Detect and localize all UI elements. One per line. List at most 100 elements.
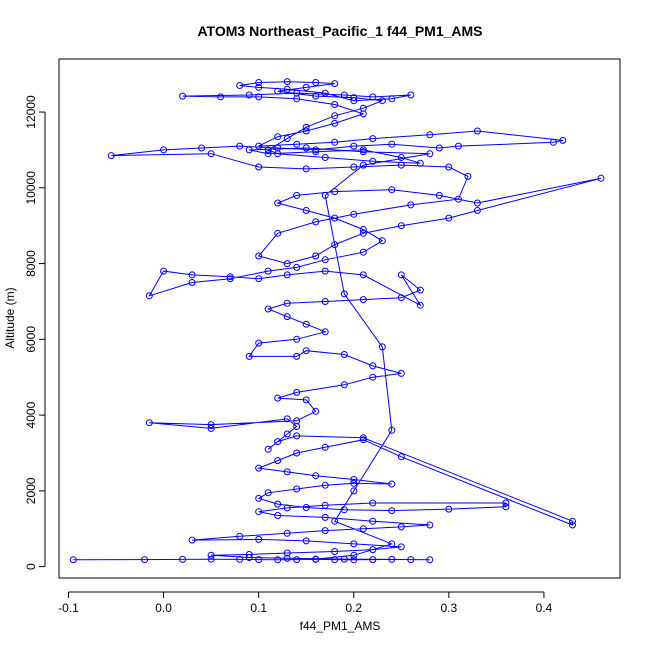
data-point	[350, 163, 358, 171]
data-point	[283, 504, 291, 512]
data-point	[321, 328, 329, 336]
data-point	[188, 279, 196, 286]
data-point	[331, 548, 339, 555]
data-point	[559, 136, 567, 144]
data-point	[321, 267, 329, 275]
series-line	[73, 81, 602, 561]
data-point	[245, 91, 253, 99]
data-point	[369, 556, 377, 564]
data-point	[274, 512, 282, 519]
data-point	[255, 79, 263, 86]
data-point	[388, 555, 396, 563]
data-point	[502, 503, 510, 511]
chart-title: ATOM3 Northeast_Pacific_1 f44_PM1_AMS	[197, 23, 482, 39]
data-point	[302, 396, 310, 404]
data-point	[293, 140, 301, 148]
data-point	[397, 523, 405, 531]
data-point	[283, 549, 291, 557]
data-point	[302, 537, 310, 545]
data-point	[274, 556, 282, 564]
y-tick-label: 8000	[24, 250, 38, 277]
y-axis: 0 2000 4000 6000 8000 10000 12000	[24, 95, 46, 570]
data-point	[350, 556, 358, 564]
data-point	[321, 89, 329, 97]
data-point	[188, 271, 196, 279]
data-point	[302, 127, 310, 135]
data-point	[283, 313, 291, 321]
data-point	[359, 229, 367, 237]
data-point	[245, 352, 253, 360]
data-point	[388, 95, 396, 103]
data-point	[407, 556, 415, 564]
data-point	[445, 214, 453, 222]
data-point	[369, 499, 377, 507]
y-tick-label: 6000	[24, 326, 38, 353]
data-point	[426, 556, 434, 564]
data-point	[397, 453, 405, 461]
data-point	[331, 101, 339, 108]
data-point	[331, 119, 339, 127]
data-point	[359, 525, 367, 533]
data-point	[426, 131, 434, 139]
data-point	[293, 352, 301, 360]
data-point	[369, 157, 377, 165]
data-point	[160, 146, 168, 154]
data-point	[369, 362, 377, 370]
data-point	[416, 159, 424, 167]
data-point	[350, 487, 358, 495]
data-point	[397, 161, 405, 169]
y-tick-label: 0	[24, 563, 38, 570]
data-point	[407, 201, 415, 209]
data-point	[274, 87, 282, 95]
data-point	[321, 527, 329, 535]
data-point	[369, 93, 377, 101]
data-point	[369, 546, 377, 554]
y-axis-label: Altitude (m)	[3, 287, 17, 348]
data-point	[350, 551, 358, 559]
data-point	[378, 237, 386, 245]
data-point	[369, 517, 377, 525]
data-point	[255, 83, 263, 91]
data-point	[340, 506, 348, 514]
data-point	[255, 275, 263, 283]
data-point	[340, 91, 348, 99]
data-point	[397, 543, 405, 551]
x-tick-label: 0.1	[250, 601, 267, 615]
data-point	[264, 267, 272, 275]
data-point	[312, 407, 320, 415]
y-tick-label: 2000	[24, 477, 38, 504]
data-point	[274, 438, 282, 446]
data-point	[359, 271, 367, 279]
data-point	[255, 93, 263, 101]
data-point	[445, 505, 453, 513]
data-point	[388, 426, 396, 434]
data-point	[445, 163, 453, 171]
data-point	[283, 271, 291, 279]
data-point	[340, 351, 348, 358]
data-point	[321, 191, 329, 199]
data-point	[473, 199, 481, 207]
data-point	[198, 144, 206, 152]
data-point	[293, 335, 301, 343]
data-point	[397, 271, 405, 279]
x-tick-label: 0.0	[155, 601, 172, 615]
data-point	[283, 415, 291, 423]
data-point	[255, 163, 263, 171]
data-point	[321, 154, 329, 161]
data-point	[236, 82, 244, 89]
data-point	[350, 97, 358, 105]
data-point	[350, 210, 358, 218]
data-point	[293, 432, 301, 440]
data-point	[302, 207, 310, 214]
data-point	[255, 556, 263, 564]
data-point	[397, 154, 405, 161]
data-point	[274, 199, 282, 207]
data-point	[597, 174, 605, 182]
data-point	[331, 214, 339, 222]
data-point	[549, 138, 557, 146]
data-point	[274, 133, 282, 141]
data-point	[331, 80, 339, 88]
data-point	[407, 91, 415, 99]
data-point	[179, 555, 187, 563]
